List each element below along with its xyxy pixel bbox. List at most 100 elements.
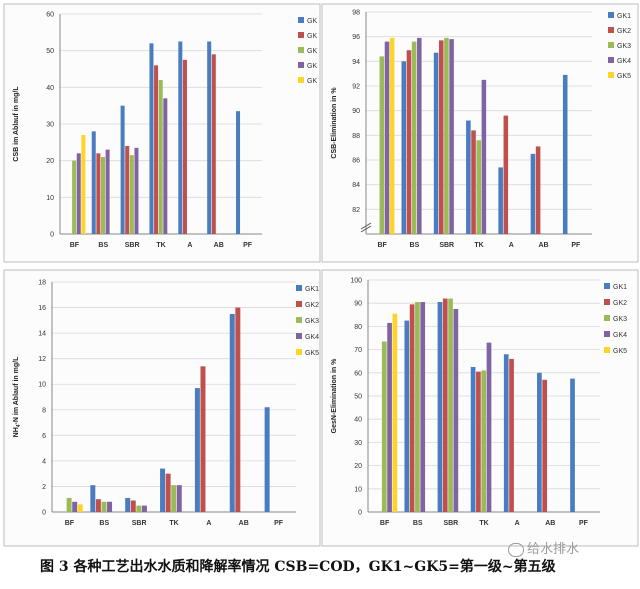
x-tick-label: A — [206, 520, 211, 527]
bar — [125, 497, 131, 512]
legend-swatch — [298, 62, 304, 68]
bar — [404, 320, 410, 512]
legend-entry: GK2 — [305, 302, 319, 309]
legend-swatch — [604, 331, 610, 337]
bar — [570, 378, 575, 512]
bar — [264, 407, 270, 512]
bar — [141, 505, 147, 512]
x-tick-label: BF — [380, 520, 390, 527]
bar — [476, 371, 481, 512]
x-tick-label: TK — [479, 520, 488, 527]
y-tick-label: 14 — [38, 331, 46, 338]
x-tick-label: BS — [98, 242, 108, 249]
x-tick-label: BF — [65, 520, 75, 527]
bar — [136, 505, 142, 512]
legend-entry: GK — [307, 18, 317, 25]
y-axis-label: CSB-Elimination in % — [331, 87, 338, 159]
y-tick-label: 0 — [358, 510, 362, 517]
y-tick-label: 100 — [350, 278, 362, 285]
bar — [91, 131, 96, 234]
bar — [453, 309, 459, 512]
bar — [130, 500, 136, 512]
bar — [401, 61, 407, 235]
y-tick-label: 10 — [46, 195, 54, 202]
bar — [236, 111, 241, 234]
chart-3: 0 2 4 6 8 10 12 14 16 18 NH4-N im Ablauf in mg/L BF… — [3, 269, 321, 547]
bar — [449, 39, 454, 235]
bar — [163, 98, 168, 234]
y-axis-label: CSB im Ablauf in mg/L — [13, 86, 20, 162]
bar — [470, 367, 476, 512]
bar — [542, 379, 548, 512]
legend-swatch — [296, 333, 302, 339]
legend-entry: GK4 — [305, 334, 319, 341]
y-tick-label: 86 — [352, 158, 360, 165]
legend-swatch — [608, 57, 614, 63]
bar — [200, 366, 206, 512]
y-tick-label: 2 — [42, 484, 46, 491]
legend-entry: GK2 — [613, 300, 627, 307]
y-tick-label: 94 — [352, 59, 360, 66]
bar — [411, 41, 417, 234]
bar — [409, 304, 415, 512]
bar — [96, 153, 101, 234]
bar — [149, 43, 154, 235]
axis-break-mark — [360, 225, 372, 233]
y-tick-label: 90 — [354, 301, 362, 308]
bar — [207, 41, 212, 234]
legend-entry: GK3 — [305, 318, 319, 325]
bar — [530, 153, 536, 234]
x-tick-label: TK — [169, 520, 178, 527]
bar — [387, 322, 392, 512]
bar — [509, 358, 514, 512]
bar — [129, 155, 134, 234]
legend-entry: GK5 — [305, 350, 319, 357]
y-tick-label: 82 — [352, 207, 360, 214]
bar — [125, 146, 130, 234]
y-tick-label: 88 — [352, 133, 360, 140]
y-tick-label: 90 — [352, 108, 360, 115]
wechat-icon — [508, 542, 524, 557]
bar — [134, 147, 139, 234]
bar — [211, 54, 216, 235]
x-tick-label: PF — [571, 242, 581, 249]
chart-2: 82 84 86 88 90 92 94 96 98 CSB-Elimination in % BF… — [321, 3, 639, 263]
y-tick-label: 6 — [42, 433, 46, 440]
bar — [420, 302, 426, 512]
bar — [471, 130, 476, 234]
x-tick-label: BS — [410, 242, 420, 249]
bar — [562, 74, 568, 235]
bar — [178, 41, 183, 234]
watermark: 给水排水 — [508, 538, 579, 557]
bar — [503, 115, 509, 234]
bar — [154, 65, 159, 234]
x-tick-label: A — [509, 242, 514, 249]
y-tick-label: 16 — [38, 305, 46, 312]
legend-swatch — [296, 301, 302, 307]
x-tick-label: AB — [239, 520, 249, 527]
bar — [165, 473, 171, 512]
watermark-text: 给水排水 — [527, 542, 580, 557]
x-tick-label: AB — [214, 242, 224, 249]
y-tick-label: 30 — [354, 440, 362, 447]
bar — [90, 485, 96, 512]
bar — [406, 50, 412, 234]
bar — [101, 501, 107, 512]
legend-entry: GK1 — [613, 284, 627, 291]
legend-entry: GK4 — [613, 332, 627, 339]
x-tick-label: SBR — [125, 242, 140, 249]
y-tick-label: 60 — [46, 12, 54, 19]
bar — [158, 80, 163, 234]
legend-swatch — [608, 72, 614, 78]
bar — [537, 372, 542, 512]
y-tick-label: 40 — [354, 417, 362, 424]
bar — [503, 354, 509, 512]
bar — [194, 388, 200, 512]
legend-swatch — [604, 347, 610, 353]
legend-swatch — [298, 47, 304, 53]
bar — [384, 41, 390, 234]
bar — [66, 497, 72, 512]
y-tick-label: 20 — [354, 463, 362, 470]
chart-4: 0 10 20 30 40 50 60 70 80 90 100 GesN-Elimination i… — [321, 269, 639, 547]
bar — [448, 298, 453, 512]
